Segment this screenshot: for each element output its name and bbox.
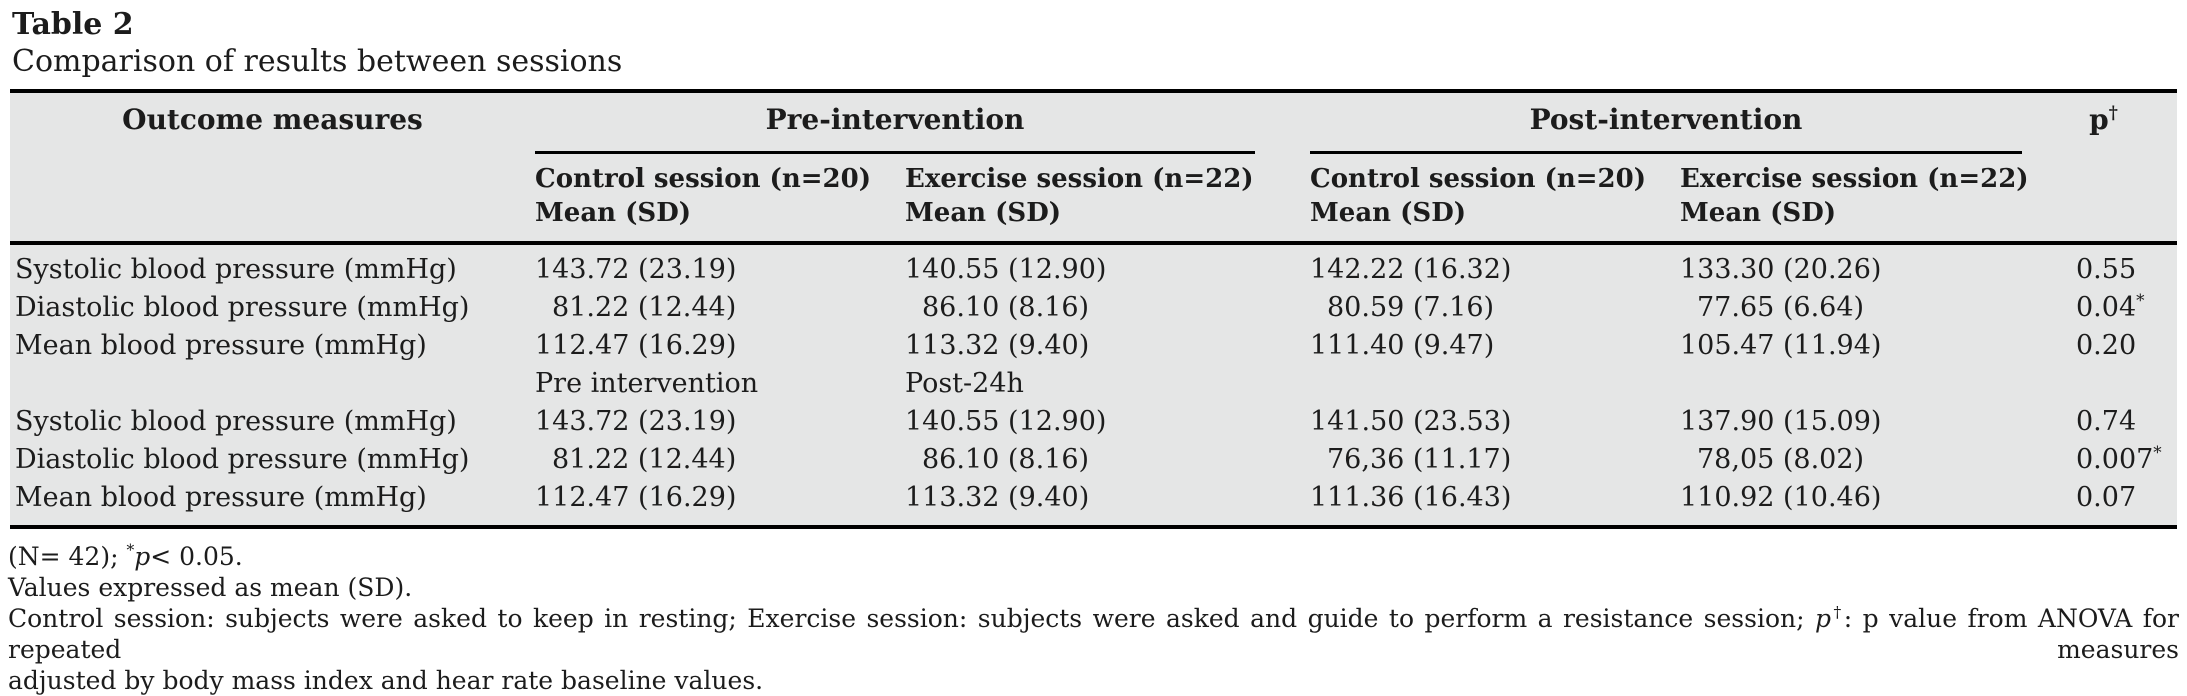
pre-control-cell: 112.47 (16.29) bbox=[535, 330, 737, 361]
post-exercise-cell: 137.90 (15.09) bbox=[1680, 406, 1882, 437]
pre-control-cell: 112.47 (16.29) bbox=[535, 482, 737, 513]
results-table: Outcome measures Pre-intervention Post-i… bbox=[10, 89, 2177, 529]
dagger-symbol: † bbox=[2108, 103, 2118, 124]
pre-control-cell: 81.22 (12.44) bbox=[552, 292, 737, 323]
subheader-pre-exercise-line2: Mean (SD) bbox=[905, 198, 1062, 228]
pre-exercise-cell: 86.10 (8.16) bbox=[922, 444, 1090, 475]
dagger-symbol: † bbox=[1831, 603, 1844, 622]
post-intervention-label: Post-intervention bbox=[1310, 103, 2022, 154]
header-p-value: p† bbox=[2030, 91, 2177, 243]
p-value-cell: 0.55 bbox=[2076, 254, 2137, 285]
subheader-post-exercise-line2: Mean (SD) bbox=[1680, 198, 1837, 228]
post-exercise-cell: 78,05 (8.02) bbox=[1697, 444, 1865, 475]
header-outcome-measures: Outcome measures bbox=[122, 103, 423, 136]
table-row-session-labels: Pre intervention Post-24h bbox=[10, 365, 2177, 403]
pre-exercise-cell: 140.55 (12.90) bbox=[905, 254, 1107, 285]
subheader-pre-exercise: Exercise session (n=22) Mean (SD) bbox=[905, 154, 1310, 243]
pre-exercise-cell: Post-24h bbox=[905, 368, 1024, 399]
p-value-cell: 0.04* bbox=[2076, 290, 2145, 323]
post-control-cell bbox=[1310, 365, 1680, 403]
outcome-cell: Systolic blood pressure (mmHg) bbox=[15, 254, 457, 285]
pre-exercise-cell: 113.32 (9.40) bbox=[905, 330, 1090, 361]
table-row: Mean blood pressure (mmHg) 112.47 (16.29… bbox=[10, 479, 2177, 527]
group-header-row: Outcome measures Pre-intervention Post-i… bbox=[10, 91, 2177, 154]
footnotes: (N= 42); *p< 0.05. Values expressed as m… bbox=[0, 529, 2187, 696]
table-row: Mean blood pressure (mmHg) 112.47 (16.29… bbox=[10, 327, 2177, 365]
title-block: Table 2 Comparison of results between se… bbox=[0, 0, 2187, 80]
pre-control-cell: 143.72 (23.19) bbox=[535, 254, 737, 285]
header-group-pre-intervention: Pre-intervention bbox=[535, 91, 1310, 154]
subheader-post-control-line1: Control session (n=20) bbox=[1310, 164, 1647, 194]
asterisk-symbol: * bbox=[126, 541, 135, 560]
outcome-cell bbox=[10, 365, 535, 403]
post-exercise-cell: 77.65 (6.64) bbox=[1697, 292, 1865, 323]
pre-control-cell: Pre intervention bbox=[535, 368, 759, 399]
post-control-cell: 141.50 (23.53) bbox=[1310, 406, 1512, 437]
post-control-cell: 111.40 (9.47) bbox=[1310, 330, 1495, 361]
post-exercise-cell: 110.92 (10.46) bbox=[1680, 482, 1882, 513]
pre-exercise-cell: 86.10 (8.16) bbox=[922, 292, 1090, 323]
pre-control-cell: 81.22 (12.44) bbox=[552, 444, 737, 475]
table-title: Table 2 bbox=[12, 7, 134, 42]
table-row: Diastolic blood pressure (mmHg) 81.22 (1… bbox=[10, 289, 2177, 327]
outcome-cell: Mean blood pressure (mmHg) bbox=[15, 482, 427, 513]
pre-control-cell: 143.72 (23.19) bbox=[535, 406, 737, 437]
post-exercise-cell: 133.30 (20.26) bbox=[1680, 254, 1882, 285]
subheader-post-exercise: Exercise session (n=22) Mean (SD) bbox=[1680, 154, 2030, 243]
post-control-cell: 80.59 (7.16) bbox=[1327, 292, 1495, 323]
outcome-cell: Systolic blood pressure (mmHg) bbox=[15, 406, 457, 437]
significance-asterisk: * bbox=[2136, 290, 2145, 310]
subheader-post-control-line2: Mean (SD) bbox=[1310, 198, 1467, 228]
subheader-post-control: Control session (n=20) Mean (SD) bbox=[1310, 154, 1680, 243]
header-group-post-intervention: Post-intervention bbox=[1310, 91, 2030, 154]
italic-p: p bbox=[134, 542, 151, 571]
table-body: Systolic blood pressure (mmHg) 143.72 (2… bbox=[10, 243, 2177, 527]
outcome-cell: Diastolic blood pressure (mmHg) bbox=[15, 444, 470, 475]
post-control-cell: 76,36 (11.17) bbox=[1327, 444, 1512, 475]
italic-p: p bbox=[1815, 604, 1832, 633]
subheader-pre-control-line1: Control session (n=20) bbox=[535, 164, 872, 194]
table-row: Systolic blood pressure (mmHg) 143.72 (2… bbox=[10, 403, 2177, 441]
table-header: Outcome measures Pre-intervention Post-i… bbox=[10, 91, 2177, 243]
p-value-cell: 0.07 bbox=[2076, 482, 2137, 513]
footnote-values: Values expressed as mean (SD). bbox=[8, 573, 413, 602]
footnote-definitions-line2: adjusted by body mass index and hear rat… bbox=[8, 666, 764, 695]
p-value-cell: 0.74 bbox=[2076, 406, 2137, 437]
subheader-post-exercise-line1: Exercise session (n=22) bbox=[1680, 164, 2029, 194]
table-subtitle: Comparison of results between sessions bbox=[12, 44, 623, 79]
post-exercise-cell: 105.47 (11.94) bbox=[1680, 330, 1882, 361]
pre-exercise-cell: 113.32 (9.40) bbox=[905, 482, 1090, 513]
subheader-pre-control: Control session (n=20) Mean (SD) bbox=[535, 154, 905, 243]
post-control-cell: 111.36 (16.43) bbox=[1310, 482, 1512, 513]
footnote-definitions-line1: Control session: subjects were asked to … bbox=[8, 603, 2179, 664]
outcome-cell: Mean blood pressure (mmHg) bbox=[15, 330, 427, 361]
p-header-label: p bbox=[2089, 103, 2109, 136]
table-row: Systolic blood pressure (mmHg) 143.72 (2… bbox=[10, 243, 2177, 289]
significance-asterisk: * bbox=[2153, 442, 2162, 462]
p-value-cell: 0.20 bbox=[2076, 330, 2137, 361]
footnote-significance: (N= 42); *p< 0.05. bbox=[8, 541, 243, 571]
p-value-cell bbox=[2030, 365, 2177, 403]
post-control-cell: 142.22 (16.32) bbox=[1310, 254, 1512, 285]
pre-intervention-label: Pre-intervention bbox=[535, 103, 1255, 154]
table-row: Diastolic blood pressure (mmHg) 81.22 (1… bbox=[10, 441, 2177, 479]
post-exercise-cell bbox=[1680, 365, 2030, 403]
pre-exercise-cell: 140.55 (12.90) bbox=[905, 406, 1107, 437]
subheader-pre-control-line2: Mean (SD) bbox=[535, 198, 692, 228]
subheader-pre-exercise-line1: Exercise session (n=22) bbox=[905, 164, 1254, 194]
subheader-row: Control session (n=20) Mean (SD) Exercis… bbox=[10, 154, 2177, 243]
p-value-cell: 0.007* bbox=[2076, 442, 2162, 475]
outcome-cell: Diastolic blood pressure (mmHg) bbox=[15, 292, 470, 323]
